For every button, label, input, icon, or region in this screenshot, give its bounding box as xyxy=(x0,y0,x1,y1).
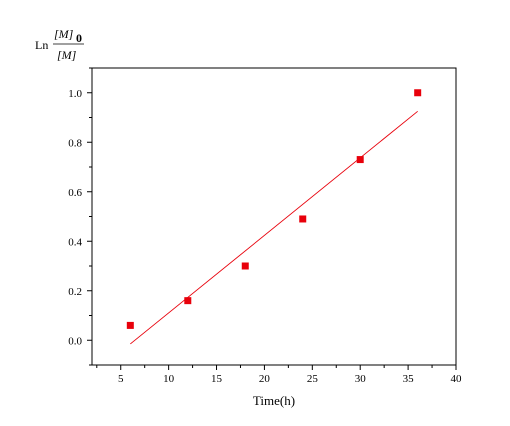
x-axis-title: Time(h) xyxy=(253,393,295,408)
data-point xyxy=(126,321,134,329)
x-tick-label: 30 xyxy=(355,373,367,385)
y-tick-label: 1.0 xyxy=(68,88,82,100)
y-tick-label: 0.8 xyxy=(68,137,82,149)
data-point xyxy=(414,89,422,97)
fit-line xyxy=(130,110,418,345)
y-tick-label: 0.4 xyxy=(68,236,82,248)
x-tick-label: 5 xyxy=(118,373,124,385)
y-axis-title-numerator: [M] xyxy=(54,27,74,41)
x-tick-label: 20 xyxy=(259,373,271,385)
data-point xyxy=(299,215,307,223)
y-tick-label: 0.0 xyxy=(68,335,82,347)
x-tick-label: 40 xyxy=(451,373,463,385)
y-axis-title-prefix: Ln xyxy=(35,38,48,52)
x-tick-label: 10 xyxy=(163,373,175,385)
tick-labels: 5 10 15 20 25 30 35 40 0.0 0.2 0.4 0.6 0.8 1.0 xyxy=(68,88,462,385)
plot-frame xyxy=(91,67,457,366)
y-tick-label: 0.2 xyxy=(68,286,82,298)
x-tick-label: 35 xyxy=(403,373,415,385)
axis-ticks xyxy=(87,67,457,370)
data-point xyxy=(184,297,192,305)
series-layer xyxy=(126,89,422,345)
x-tick-label: 25 xyxy=(307,373,319,385)
y-axis-title-subscript: 0 xyxy=(76,31,82,45)
y-axis-title-denominator: [M] xyxy=(57,48,77,62)
x-tick-label: 15 xyxy=(211,373,223,385)
y-axis-title: Ln [M] 0 [M] xyxy=(35,27,84,62)
data-point xyxy=(356,156,364,164)
data-point xyxy=(241,262,249,270)
y-tick-label: 0.6 xyxy=(68,187,82,199)
